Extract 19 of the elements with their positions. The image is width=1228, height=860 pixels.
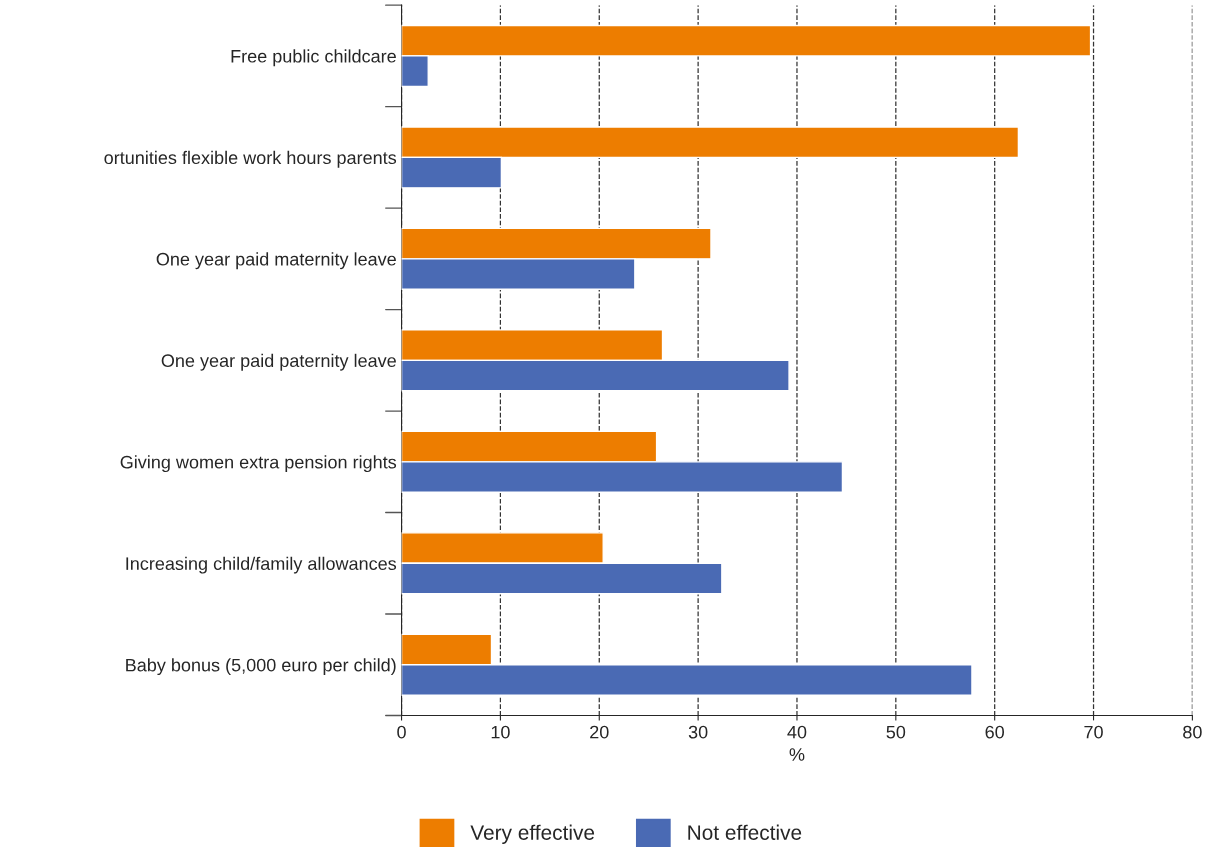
x-tick-label: 0 bbox=[397, 725, 406, 739]
y-tick-label: ortunities flexible work hours parents bbox=[104, 150, 397, 168]
x-axis-title: % bbox=[789, 748, 805, 761]
x-tick-label: 20 bbox=[590, 725, 609, 739]
x-tick-label: 40 bbox=[787, 725, 807, 739]
y-tick-label: Giving women extra pension rights bbox=[120, 455, 397, 473]
y-tick-label: Baby bonus (5,000 euro per child) bbox=[126, 658, 396, 676]
x-tick-label: 10 bbox=[491, 725, 510, 739]
x-tick-label: 60 bbox=[985, 725, 1005, 739]
x-tick-label: 70 bbox=[1084, 725, 1103, 739]
y-tick-label: Free public childcare bbox=[231, 49, 396, 67]
y-tick-label: One year paid paternity leave bbox=[161, 353, 396, 371]
x-tick-label: 50 bbox=[886, 725, 906, 739]
legend-label: Not effective bbox=[688, 824, 802, 840]
y-tick-label: One year paid maternity leave bbox=[156, 252, 396, 270]
y-tick-label: Increasing child/family allowances bbox=[126, 556, 397, 574]
legend-label: Very effective bbox=[470, 824, 595, 845]
x-tick-label: 30 bbox=[688, 725, 708, 739]
x-tick-label: 80 bbox=[1183, 725, 1202, 739]
